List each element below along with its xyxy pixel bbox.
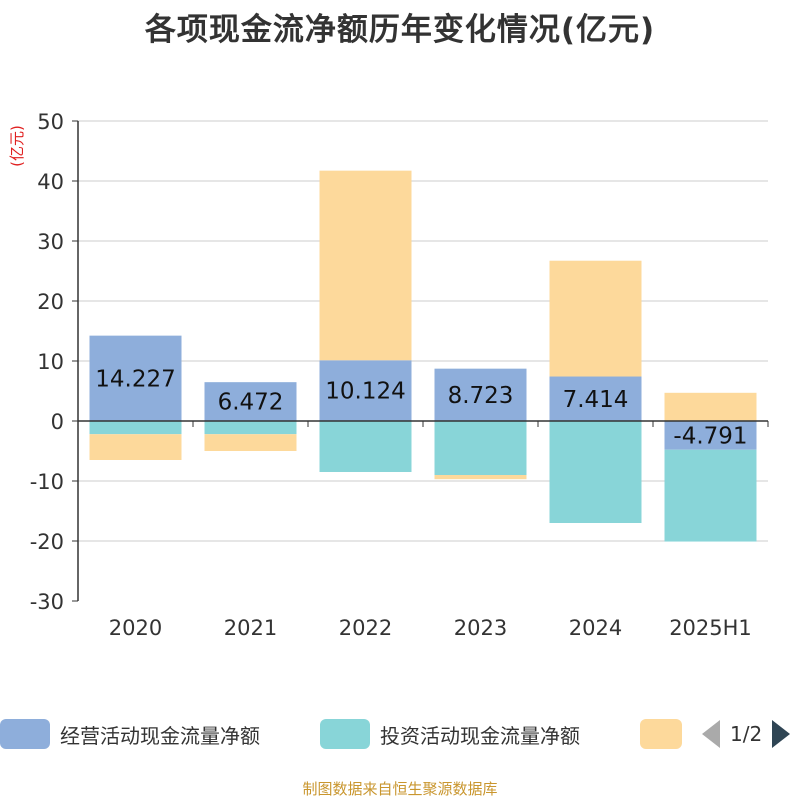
bar-operating-2025H1 [664, 421, 757, 450]
x-tick-label-2025H1: 2025H1 [669, 616, 752, 640]
legend-swatch-financing [640, 719, 682, 749]
x-tick-label-2023: 2023 [454, 616, 507, 640]
bar-operating-2020 [89, 335, 182, 421]
bar-investing-2021 [204, 421, 297, 435]
bar-financing-2022 [319, 170, 412, 361]
y-tick-label: -10 [30, 470, 64, 494]
y-tick-label: 0 [51, 410, 64, 434]
data-label-operating-2024: 7.414 [563, 387, 629, 413]
bar-investing-2024 [549, 421, 642, 523]
axis-layer: -30 -20 -10 0 10 20 30 40 50 2020 2021 2022 2023 2024… [30, 110, 769, 640]
y-tick-label: 50 [37, 110, 64, 134]
data-label-operating-2023: 8.723 [448, 383, 514, 409]
y-tick-label: 10 [37, 350, 64, 374]
x-tick-label-2024: 2024 [569, 616, 622, 640]
bar-financing-2023 [434, 475, 527, 480]
y-tick-label: 30 [37, 230, 64, 254]
legend-label-operating: 经营活动现金流量净额 [60, 723, 260, 748]
legend-label-investing: 投资活动现金流量净额 [380, 723, 580, 748]
bar-investing-2025H1 [664, 449, 757, 542]
y-tick-label: -20 [30, 530, 64, 554]
cash-flow-chart: -30 -20 -10 0 10 20 30 40 50 2020 2021 2022 2023 2024… [8, 110, 769, 640]
x-tick-label-2020: 2020 [109, 616, 162, 640]
bar-operating-2021 [204, 382, 297, 421]
legend-item-financing[interactable] [640, 716, 692, 752]
x-tick-label-2022: 2022 [339, 616, 392, 640]
chart-title: 各项现金流净额历年变化情况(亿元) [144, 12, 656, 48]
bar-financing-2021 [204, 434, 297, 451]
data-label-operating-2022: 10.124 [325, 379, 405, 405]
bar-operating-2023 [434, 368, 527, 421]
legend-page-indicator: 1/2 [730, 722, 763, 746]
y-tick-label: 20 [37, 290, 64, 314]
data-label-operating-2021: 6.472 [218, 390, 284, 416]
data-label-operating-2025H1: -4.791 [673, 423, 747, 449]
bar-operating-2022 [319, 360, 412, 421]
legend: 经营活动现金流量净额 投资活动现金流量净额 1/2 [0, 716, 800, 752]
bar-investing-2020 [89, 421, 182, 435]
y-tick-label: -30 [30, 590, 64, 614]
legend-item-investing[interactable]: 投资活动现金流量净额 [320, 716, 580, 752]
x-tick-label-2021: 2021 [224, 616, 277, 640]
legend-prev-page-icon[interactable] [702, 720, 720, 748]
legend-item-operating[interactable]: 经营活动现金流量净额 [0, 716, 260, 752]
bar-financing-2024 [549, 260, 642, 377]
legend-next-page-icon[interactable] [772, 720, 791, 748]
y-tick-label: 40 [37, 170, 64, 194]
bar-financing-2025H1 [664, 392, 757, 421]
bar-layer [89, 170, 757, 542]
y-axis-unit-label: (亿元) [8, 125, 26, 167]
bar-operating-2024 [549, 376, 642, 421]
bar-investing-2022 [319, 421, 412, 472]
data-source-note: 制图数据来自恒生聚源数据库 [302, 780, 498, 798]
legend-pager: 1/2 [702, 716, 791, 752]
bar-investing-2023 [434, 421, 527, 475]
label-layer: 14.227 6.472 10.124 8.723 7.414 -4.791 [95, 366, 747, 449]
bar-financing-2020 [89, 434, 182, 460]
legend-swatch-investing [320, 719, 370, 749]
legend-swatch-operating [0, 719, 50, 749]
data-label-operating-2020: 14.227 [95, 366, 175, 392]
